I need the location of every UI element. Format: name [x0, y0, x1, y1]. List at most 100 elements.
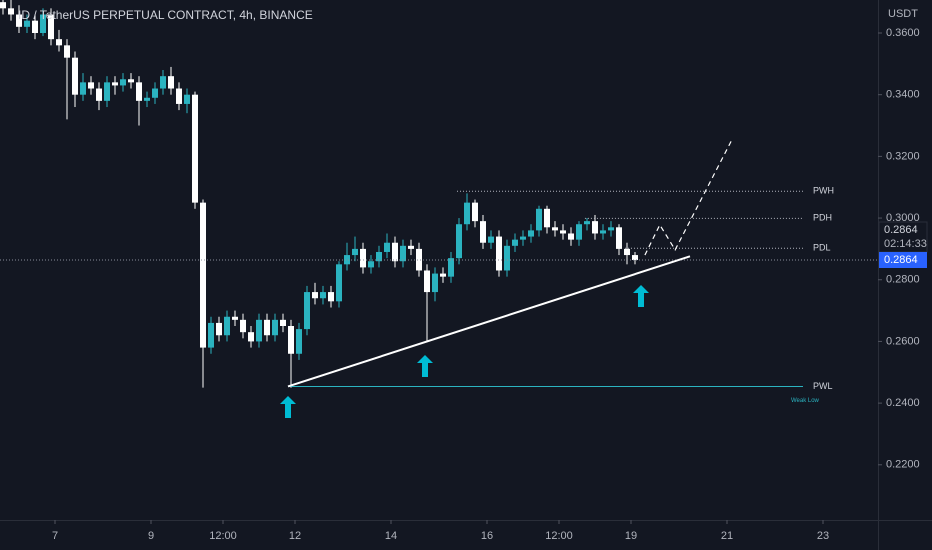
y-tick-label: 0.3400: [886, 89, 920, 101]
x-tick-label: 9: [148, 530, 154, 542]
candle-body: [519, 236, 526, 240]
candle-body: [48, 14, 55, 40]
candle-body: [304, 292, 311, 330]
trendline: [287, 255, 691, 388]
axes: 0.2200 0.2400 0.2600 0.2800 0.3000 0.3200 0.34…: [52, 27, 928, 542]
candle-body: [575, 224, 582, 240]
candle-body: [367, 261, 374, 268]
candle-body: [432, 273, 439, 293]
candle-body: [551, 227, 558, 231]
candle-body: [352, 248, 359, 256]
candle-body: [415, 248, 422, 271]
x-tick-label: 16: [481, 530, 493, 542]
price-tag-upper: 0.2864: [884, 224, 918, 236]
candle-body: [511, 239, 518, 246]
candle-body: [24, 20, 31, 27]
candle-body: [527, 230, 534, 237]
candle-body: [16, 14, 23, 27]
candle-body: [248, 332, 255, 342]
candle-body: [559, 230, 566, 234]
price-tag-box: [879, 252, 927, 268]
y-tick-label: 0.3000: [886, 212, 920, 224]
candle-body: [320, 292, 327, 299]
candle-body: [240, 319, 247, 333]
candles: [0, 0, 638, 388]
candle-body: [64, 45, 71, 58]
candle-body: [208, 322, 215, 348]
candle-body: [607, 227, 614, 231]
level-note: Weak Low: [791, 398, 820, 404]
candle-body: [408, 245, 415, 249]
level-label: PWL: [813, 381, 833, 391]
y-tick-label: 0.2600: [886, 335, 920, 347]
candle-body: [471, 202, 478, 222]
up-arrow: [280, 396, 296, 418]
candle-body: [144, 97, 151, 101]
candle-body: [104, 82, 111, 101]
arrows: [280, 285, 649, 418]
level-label: PDH: [813, 213, 832, 223]
chart-title: ID / TetherUS PERPETUAL CONTRACT, 4h, BI…: [18, 8, 313, 22]
candle-body: [391, 242, 398, 262]
candle-body: [224, 316, 231, 336]
candle-body: [192, 94, 199, 203]
candle-body: [8, 8, 15, 15]
candle-body: [32, 20, 39, 34]
x-tick-label: 12:00: [545, 530, 573, 542]
up-arrow: [417, 355, 433, 377]
candle-body: [280, 319, 287, 327]
projection-path: [644, 139, 733, 256]
candle-body: [583, 221, 590, 225]
up-arrow: [633, 285, 649, 307]
candle-body: [0, 2, 7, 9]
x-tick-label: 23: [817, 530, 829, 542]
candle-body: [56, 39, 63, 46]
candle-body: [40, 14, 47, 34]
candle-body: [176, 88, 183, 104]
y-tick-label: 0.2400: [886, 397, 920, 409]
candle-body: [487, 236, 494, 243]
candle-body: [184, 94, 191, 104]
candle-body: [376, 251, 383, 262]
candle-body: [152, 88, 159, 98]
candle-body: [447, 258, 454, 277]
candle-body: [136, 82, 143, 101]
candle-body: [615, 227, 622, 249]
candle-body: [128, 79, 135, 83]
candle-body: [80, 82, 87, 95]
candle-body: [495, 236, 502, 271]
candle-body: [232, 316, 239, 320]
candle-body: [296, 329, 303, 354]
axis-unit: USDT: [888, 8, 918, 20]
y-tick-label: 0.3200: [886, 150, 920, 162]
candle-body: [439, 273, 446, 277]
candle-body: [112, 82, 119, 86]
candle-body: [599, 230, 606, 234]
y-tick-label: 0.3600: [886, 27, 920, 39]
candle-body: [504, 245, 511, 271]
drawings: PWH PDH PDL PWL Weak Low: [0, 139, 878, 404]
candle-body: [168, 76, 175, 89]
y-tick-label: 0.2200: [886, 459, 920, 471]
candle-body: [400, 245, 407, 262]
candle-body: [256, 319, 263, 342]
level-label: PWH: [813, 186, 834, 196]
y-tick-label: 0.2800: [886, 274, 920, 286]
x-tick-label: 21: [721, 530, 733, 542]
candle-body: [312, 292, 319, 299]
candle-body: [216, 322, 223, 336]
x-tick-label: 12: [289, 530, 301, 542]
candle-body: [623, 248, 630, 256]
candle-body: [424, 270, 431, 293]
price-tag: 0.2864: [884, 254, 918, 266]
candle-body: [288, 326, 295, 354]
x-tick-label: 7: [52, 530, 58, 542]
candle-body: [120, 79, 127, 86]
candle-body: [328, 292, 335, 302]
candle-body: [88, 82, 95, 89]
candle-body: [272, 319, 279, 336]
candle-body: [567, 233, 574, 240]
candle-body: [160, 76, 167, 89]
candle-body: [344, 255, 351, 265]
